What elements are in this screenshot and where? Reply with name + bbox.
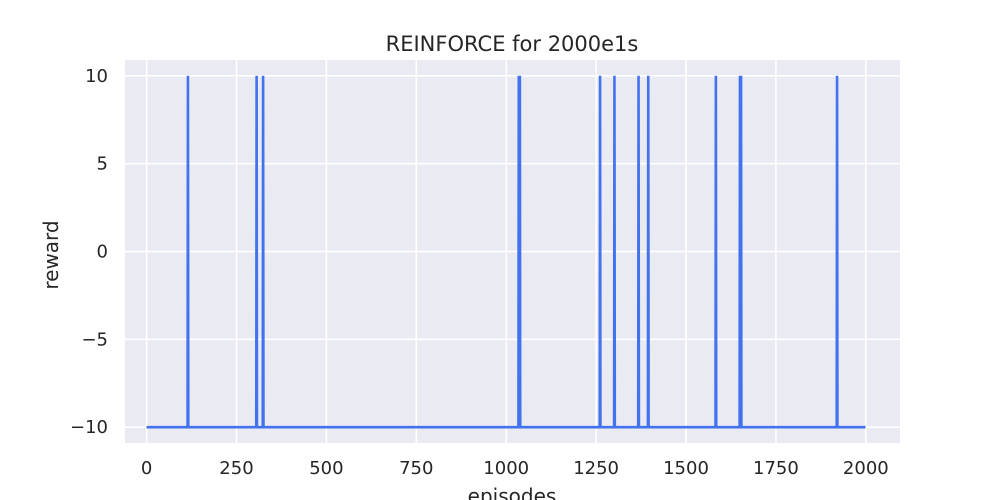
x-tick-label: 1500 (663, 458, 709, 479)
x-tick-label: 1750 (753, 458, 799, 479)
chart-title: REINFORCE for 2000e1s (386, 32, 639, 56)
y-axis-ticks: 10 5 0 −5 −10 (70, 66, 108, 438)
reward-series-line (146, 75, 866, 429)
series-layer (146, 75, 866, 429)
x-tick-label: 750 (399, 458, 433, 479)
x-tick-label: 500 (309, 458, 343, 479)
y-tick-label: −10 (70, 417, 108, 438)
x-tick-label: 1250 (573, 458, 619, 479)
x-tick-label: 2000 (843, 458, 889, 479)
x-tick-label: 1000 (483, 458, 529, 479)
y-tick-label: 5 (97, 154, 108, 175)
x-tick-label: 250 (219, 458, 253, 479)
y-tick-label: 10 (85, 66, 108, 87)
x-axis-ticks: 0 250 500 750 1000 1250 1500 1750 2000 (141, 458, 889, 479)
x-axis-label: episodes (468, 484, 557, 500)
y-axis-label: reward (39, 220, 63, 289)
y-tick-label: 0 (97, 242, 108, 263)
y-tick-label: −5 (81, 329, 108, 350)
x-tick-label: 0 (141, 458, 152, 479)
